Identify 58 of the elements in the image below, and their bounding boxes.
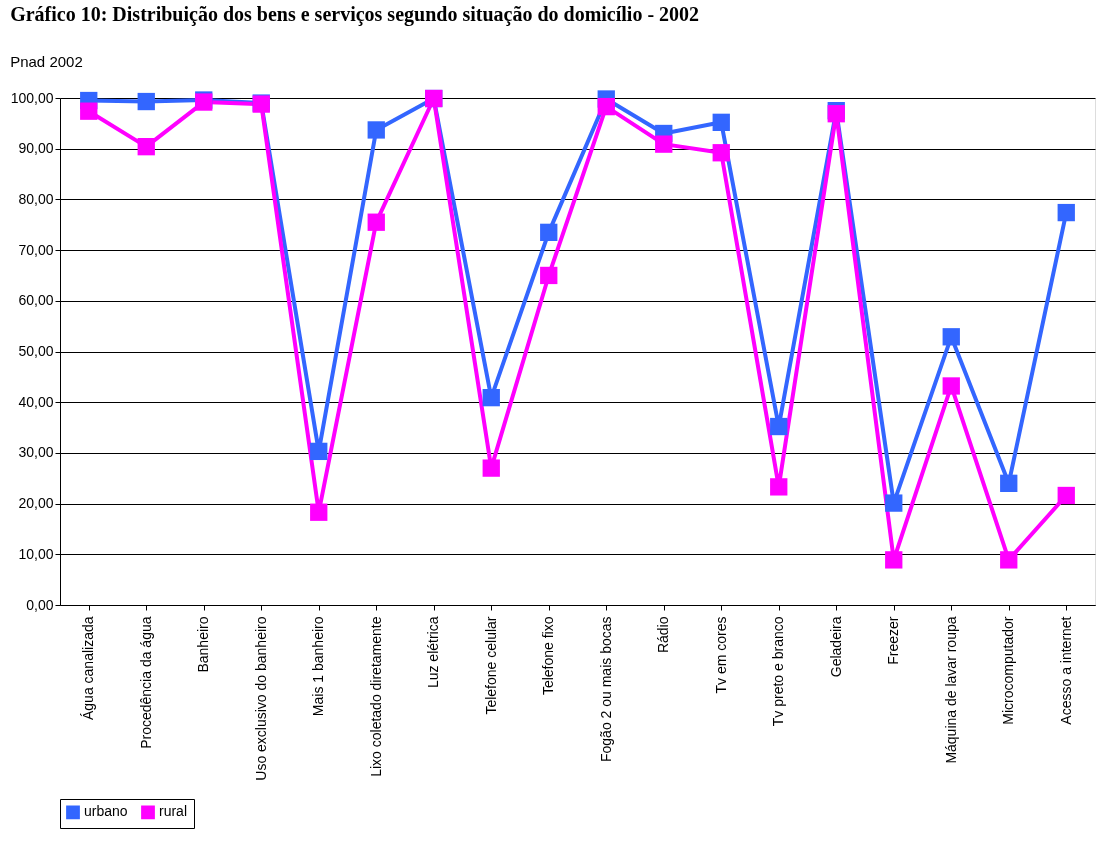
x-tick-label: Freezer bbox=[885, 616, 902, 665]
point bbox=[1000, 474, 1018, 492]
x-tick-label: Microcomputador bbox=[1000, 616, 1017, 725]
legend-label: urbano bbox=[84, 803, 128, 820]
x-tick-label: Geladeira bbox=[827, 616, 844, 678]
y-tick-label: 10,00 bbox=[18, 545, 54, 562]
point bbox=[712, 144, 730, 162]
y-tick-label: 20,00 bbox=[18, 495, 54, 512]
y-tick-label: 100,00 bbox=[10, 89, 54, 106]
point bbox=[540, 266, 558, 285]
point bbox=[367, 121, 385, 139]
x-tick-label: Telefone celular bbox=[482, 616, 499, 715]
chart-title: Gráfico 10: Distribuição dos bens e serviços segundo situação do domicílio - 2002 bbox=[10, 2, 700, 26]
point bbox=[770, 478, 788, 496]
point bbox=[885, 494, 903, 512]
y-tick-label: 90,00 bbox=[18, 140, 54, 157]
y-tick-label: 40,00 bbox=[18, 393, 54, 410]
y-tick-label: 80,00 bbox=[18, 190, 54, 207]
x-tick-label: Uso exclusivo do banheiro bbox=[252, 616, 269, 781]
point bbox=[712, 113, 730, 131]
chart-subtitle: Pnad 2002 bbox=[10, 52, 83, 70]
x-tick-label: Lixo coletado diretamente bbox=[367, 616, 384, 777]
x-tick-label: Fogão 2 ou mais bocas bbox=[597, 616, 614, 763]
point bbox=[597, 97, 615, 116]
x-tick-label: Acesso a internet bbox=[1057, 616, 1074, 725]
point bbox=[137, 138, 155, 156]
legend-label: rural bbox=[159, 803, 188, 820]
x-tick-label: Luz elétrica bbox=[425, 616, 442, 689]
point bbox=[770, 417, 788, 436]
point bbox=[80, 102, 98, 120]
x-tick-label: Telefone fixo bbox=[540, 616, 557, 696]
y-tick-label: 0,00 bbox=[26, 596, 54, 613]
x-tick-label: Rádio bbox=[655, 616, 672, 654]
point bbox=[137, 92, 155, 111]
point bbox=[482, 388, 500, 407]
point bbox=[885, 551, 903, 569]
point bbox=[310, 503, 328, 521]
x-tick-label: Mais 1 banheiro bbox=[310, 616, 327, 717]
x-tick-label: Máquina de lavar roupa bbox=[942, 616, 959, 764]
x-tick-label: Procedência da água bbox=[137, 616, 154, 749]
point bbox=[540, 223, 558, 242]
x-tick-label: Tv em cores bbox=[712, 616, 729, 694]
point bbox=[1057, 203, 1075, 222]
y-tick-label: 50,00 bbox=[18, 343, 54, 359]
point bbox=[310, 442, 328, 461]
point bbox=[367, 213, 385, 231]
y-tick-label: 70,00 bbox=[18, 241, 54, 258]
point bbox=[942, 328, 960, 346]
y-tick-label: 30,00 bbox=[18, 444, 54, 461]
point bbox=[942, 377, 960, 395]
x-tick-label: Água canalizada bbox=[80, 616, 97, 721]
point bbox=[482, 459, 500, 477]
x-tick-label: Tv preto e branco bbox=[770, 616, 787, 727]
x-tick-label: Banheiro bbox=[195, 616, 212, 673]
y-tick-label: 60,00 bbox=[18, 292, 54, 309]
point bbox=[655, 135, 673, 153]
point bbox=[1057, 486, 1075, 505]
point bbox=[1000, 551, 1018, 569]
